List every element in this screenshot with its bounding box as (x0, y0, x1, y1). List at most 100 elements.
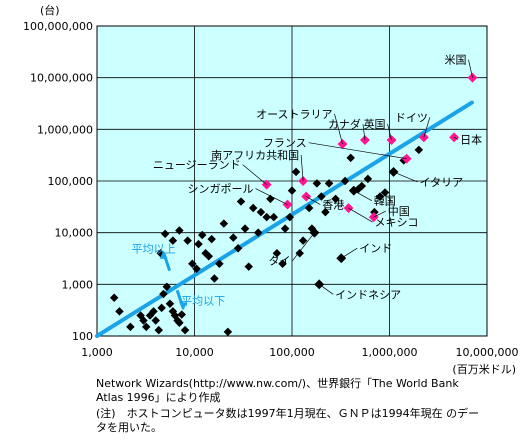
data-point (340, 176, 350, 186)
x-tick-label: 10,000 (175, 346, 214, 359)
data-point (175, 318, 184, 328)
data-point (223, 327, 233, 337)
y-tick-label: 1,000,000 (37, 123, 93, 136)
label-leader-line (453, 137, 459, 140)
label-leader-line (300, 154, 304, 182)
y-tick-label: 100 (72, 330, 93, 343)
data-point (194, 239, 203, 249)
point-label: 英国 (364, 117, 386, 131)
label-leader-line (468, 59, 473, 78)
label-leader-line (362, 124, 366, 141)
data-point (157, 303, 166, 313)
point-label: 日本 (460, 132, 482, 146)
label-leader-line (423, 117, 431, 138)
label-leader-line (373, 210, 386, 218)
y-tick-label: 100,000,000 (23, 20, 93, 33)
point-label: カナダ (328, 117, 361, 131)
data-point (142, 322, 151, 332)
y-tick-label: 100,000 (48, 175, 94, 188)
data-point (357, 181, 367, 191)
y-tick-labels: 100 1,000 10,000 100,000 1,000,000 10,000,000… (23, 20, 93, 343)
data-point (175, 226, 184, 235)
label-leader-line (393, 171, 418, 183)
footnote-line-2: タを用いた。 (96, 421, 162, 434)
label-leader-line (348, 207, 373, 223)
label-leader-line (387, 123, 392, 141)
x-tick-label: 100,000 (269, 346, 315, 359)
label-leader-line (255, 188, 288, 205)
data-point (287, 186, 297, 195)
data-point (298, 236, 308, 245)
data-point (240, 224, 250, 233)
data-point (151, 316, 160, 325)
point-label: タイ (268, 255, 290, 268)
data-point (177, 310, 186, 319)
label-leader-line (353, 190, 372, 201)
data-point (197, 230, 207, 240)
point-label: 南アフリカ共和国 (211, 149, 299, 162)
point-label: ドイツ (395, 111, 428, 124)
data-point (280, 224, 290, 233)
point-label: 韓国 (374, 195, 396, 208)
point-label: ニュージーランド (153, 159, 241, 172)
data-point (207, 234, 216, 244)
data-point (256, 207, 266, 217)
label-leader-line (334, 113, 343, 145)
data-point (159, 289, 168, 299)
point-label: オーストラリア (256, 108, 332, 121)
data-point (109, 293, 119, 302)
y-axis-unit: (台) (40, 3, 60, 17)
band-label: 平均以上 (132, 243, 176, 256)
data-point (248, 203, 258, 213)
x-tick-label: 1,000,000 (362, 346, 418, 359)
data-point (295, 248, 304, 258)
data-point (215, 259, 224, 269)
trend-line (95, 100, 474, 338)
data-point (363, 174, 373, 184)
data-point (331, 194, 340, 204)
label-leader-line (318, 284, 334, 295)
data-point (312, 179, 322, 188)
point-label: 米国 (444, 54, 466, 67)
data-point (317, 192, 326, 201)
data-point (162, 282, 172, 291)
data-point (188, 259, 197, 269)
data-point (278, 259, 287, 269)
data-point (269, 212, 279, 222)
x-tick-label: 1,000 (81, 346, 113, 359)
point-label: 香港 (322, 199, 344, 212)
label-leader-line (308, 142, 407, 160)
data-point (272, 248, 282, 258)
point-label: インド (359, 242, 392, 255)
data-point (304, 203, 314, 213)
data-point (168, 236, 178, 245)
data-point (285, 212, 295, 222)
data-point (244, 262, 253, 271)
y-tick-label: 1,000 (62, 278, 94, 291)
data-point (180, 325, 190, 335)
label-leader-line (242, 164, 267, 185)
data-point (183, 236, 192, 245)
data-point (149, 307, 158, 316)
data-point (262, 212, 271, 222)
data-point (165, 299, 175, 309)
point-label: イタリア (420, 176, 464, 189)
data-point (139, 316, 148, 325)
band-arrowhead (179, 302, 188, 311)
footnote-line-1: (注) ホストコンピュータ数は1997年1月現在、ＧＮＰは1994年現在 のデー (96, 407, 480, 420)
source-note-line-2: Atlas 1996」により作成 (96, 391, 221, 404)
data-point (380, 188, 390, 197)
point-label: メキシコ (375, 216, 419, 229)
x-tick-label: 10,000,000 (456, 346, 519, 359)
point-label: シンガポール (188, 183, 254, 196)
data-point (160, 229, 170, 239)
point-label: フランス (263, 137, 307, 150)
label-leader-line (292, 232, 315, 261)
x-tick-labels: 1,000 10,000 100,000 1,000,000 10,000,000 (81, 346, 518, 359)
x-axis-unit: (百万米ドル) (452, 363, 516, 376)
data-point (414, 145, 424, 155)
data-point (154, 325, 164, 335)
label-leader-line (306, 196, 321, 205)
